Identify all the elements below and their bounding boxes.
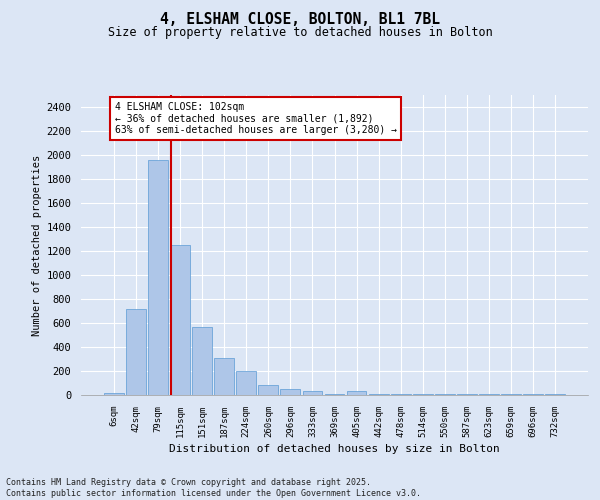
Bar <box>104 393 124 395</box>
Bar <box>347 391 367 395</box>
Bar <box>325 394 344 395</box>
Bar <box>280 389 301 395</box>
Bar <box>236 371 256 395</box>
X-axis label: Distribution of detached houses by size in Bolton: Distribution of detached houses by size … <box>169 444 500 454</box>
Bar <box>214 358 234 395</box>
Bar <box>391 394 410 395</box>
Text: Contains HM Land Registry data © Crown copyright and database right 2025.
Contai: Contains HM Land Registry data © Crown c… <box>6 478 421 498</box>
Bar <box>413 394 433 395</box>
Bar <box>457 394 477 395</box>
Bar <box>435 394 455 395</box>
Bar <box>523 394 543 395</box>
Bar <box>302 391 322 395</box>
Bar <box>479 394 499 395</box>
Bar <box>501 394 521 395</box>
Bar <box>259 385 278 395</box>
Bar <box>148 160 168 395</box>
Text: 4 ELSHAM CLOSE: 102sqm
← 36% of detached houses are smaller (1,892)
63% of semi-: 4 ELSHAM CLOSE: 102sqm ← 36% of detached… <box>115 102 397 136</box>
Bar <box>170 245 190 395</box>
Bar <box>126 309 146 395</box>
Bar <box>368 394 389 395</box>
Text: Size of property relative to detached houses in Bolton: Size of property relative to detached ho… <box>107 26 493 39</box>
Bar <box>192 326 212 395</box>
Y-axis label: Number of detached properties: Number of detached properties <box>32 154 42 336</box>
Bar <box>545 394 565 395</box>
Text: 4, ELSHAM CLOSE, BOLTON, BL1 7BL: 4, ELSHAM CLOSE, BOLTON, BL1 7BL <box>160 12 440 28</box>
